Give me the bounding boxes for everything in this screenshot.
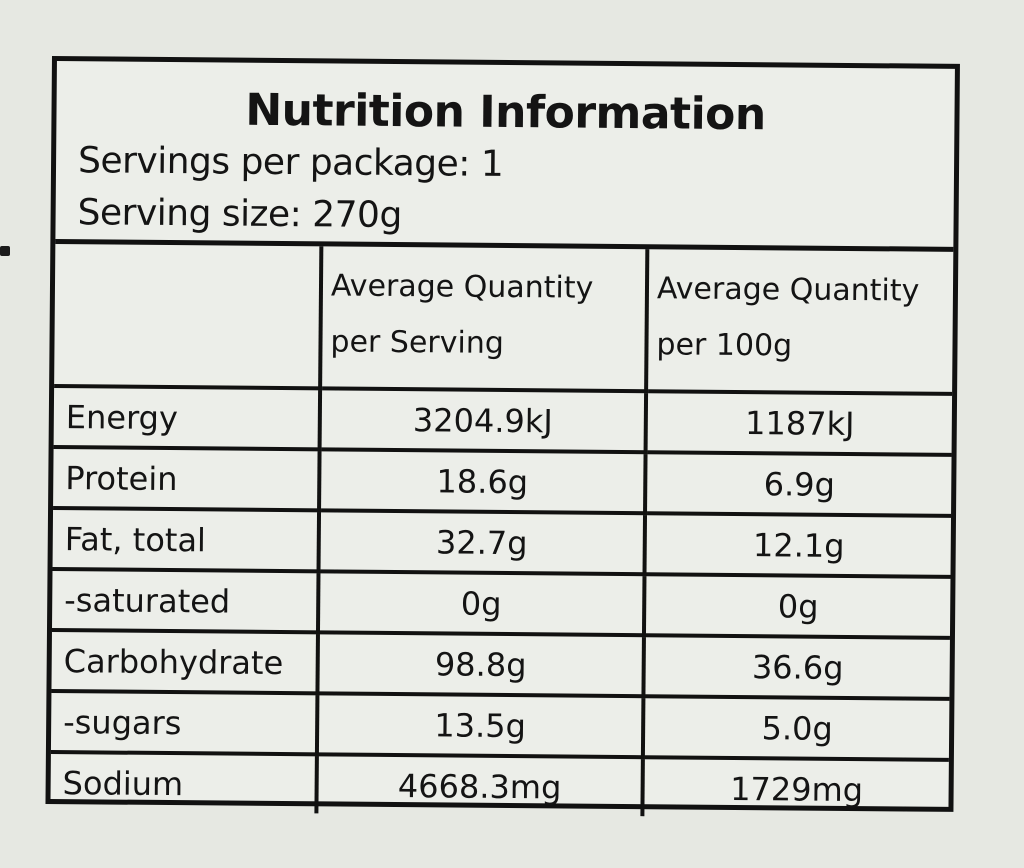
nutrient-name: -saturated	[51, 569, 319, 633]
per-serving-value: 98.8g	[317, 632, 644, 697]
header-per-serving: Average Quantity per Serving	[320, 246, 648, 392]
nutrient-name: Protein	[53, 447, 320, 511]
table-row: -saturated 0g 0g	[51, 569, 951, 638]
nutrition-panel: Nutrition Information Servings per packa…	[45, 56, 960, 819]
per-serving-value: 13.5g	[316, 693, 644, 758]
panel-header: Nutrition Information Servings per packa…	[55, 61, 955, 252]
per-100g-value: 12.1g	[644, 513, 952, 577]
per-100g-value: 36.6g	[643, 635, 950, 699]
table-row: Energy 3204.9kJ 1187kJ	[53, 386, 953, 455]
servings-per-package: Servings per package: 1	[77, 140, 504, 185]
header-per-100g-line2: per 100g	[656, 327, 793, 364]
nutrition-table: Average Quantity per Serving Average Qua…	[50, 244, 954, 819]
nutrient-name: Carbohydrate	[51, 630, 318, 694]
per-serving-value: 0g	[317, 571, 645, 636]
table-header-row: Average Quantity per Serving Average Qua…	[54, 244, 954, 394]
table-row: Protein 18.6g 6.9g	[53, 447, 952, 516]
table-row: Carbohydrate 98.8g 36.6g	[51, 630, 950, 699]
header-blank	[54, 244, 322, 389]
table-row: Sodium 4668.3mg 1729mg	[50, 752, 949, 819]
per-serving-value: 18.6g	[319, 449, 646, 514]
per-100g-value: 6.9g	[645, 452, 952, 516]
nutrient-name: Fat, total	[52, 508, 320, 572]
nutrient-name: Energy	[53, 386, 321, 450]
per-serving-value: 3204.9kJ	[319, 388, 647, 453]
per-100g-value: 0g	[643, 574, 951, 638]
panel-title: Nutrition Information	[245, 84, 766, 141]
nutrient-name: Sodium	[50, 752, 317, 814]
per-100g-value: 1729mg	[642, 757, 949, 819]
per-100g-value: 1187kJ	[645, 391, 953, 455]
header-per-100g: Average Quantity per 100g	[646, 249, 954, 394]
stray-mark	[0, 246, 10, 256]
header-per-serving-line2: per Serving	[330, 324, 505, 361]
per-serving-value: 32.7g	[318, 510, 646, 575]
nutrient-name: -sugars	[50, 691, 318, 755]
table-row: Fat, total 32.7g 12.1g	[52, 508, 952, 577]
serving-size: Serving size: 270g	[77, 192, 402, 237]
per-serving-value: 4668.3mg	[316, 754, 643, 817]
table-row: -sugars 13.5g 5.0g	[50, 691, 950, 760]
header-per-100g-line1: Average Quantity	[656, 271, 920, 309]
per-100g-value: 5.0g	[642, 696, 950, 760]
header-per-serving-line1: Average Quantity	[330, 268, 594, 306]
